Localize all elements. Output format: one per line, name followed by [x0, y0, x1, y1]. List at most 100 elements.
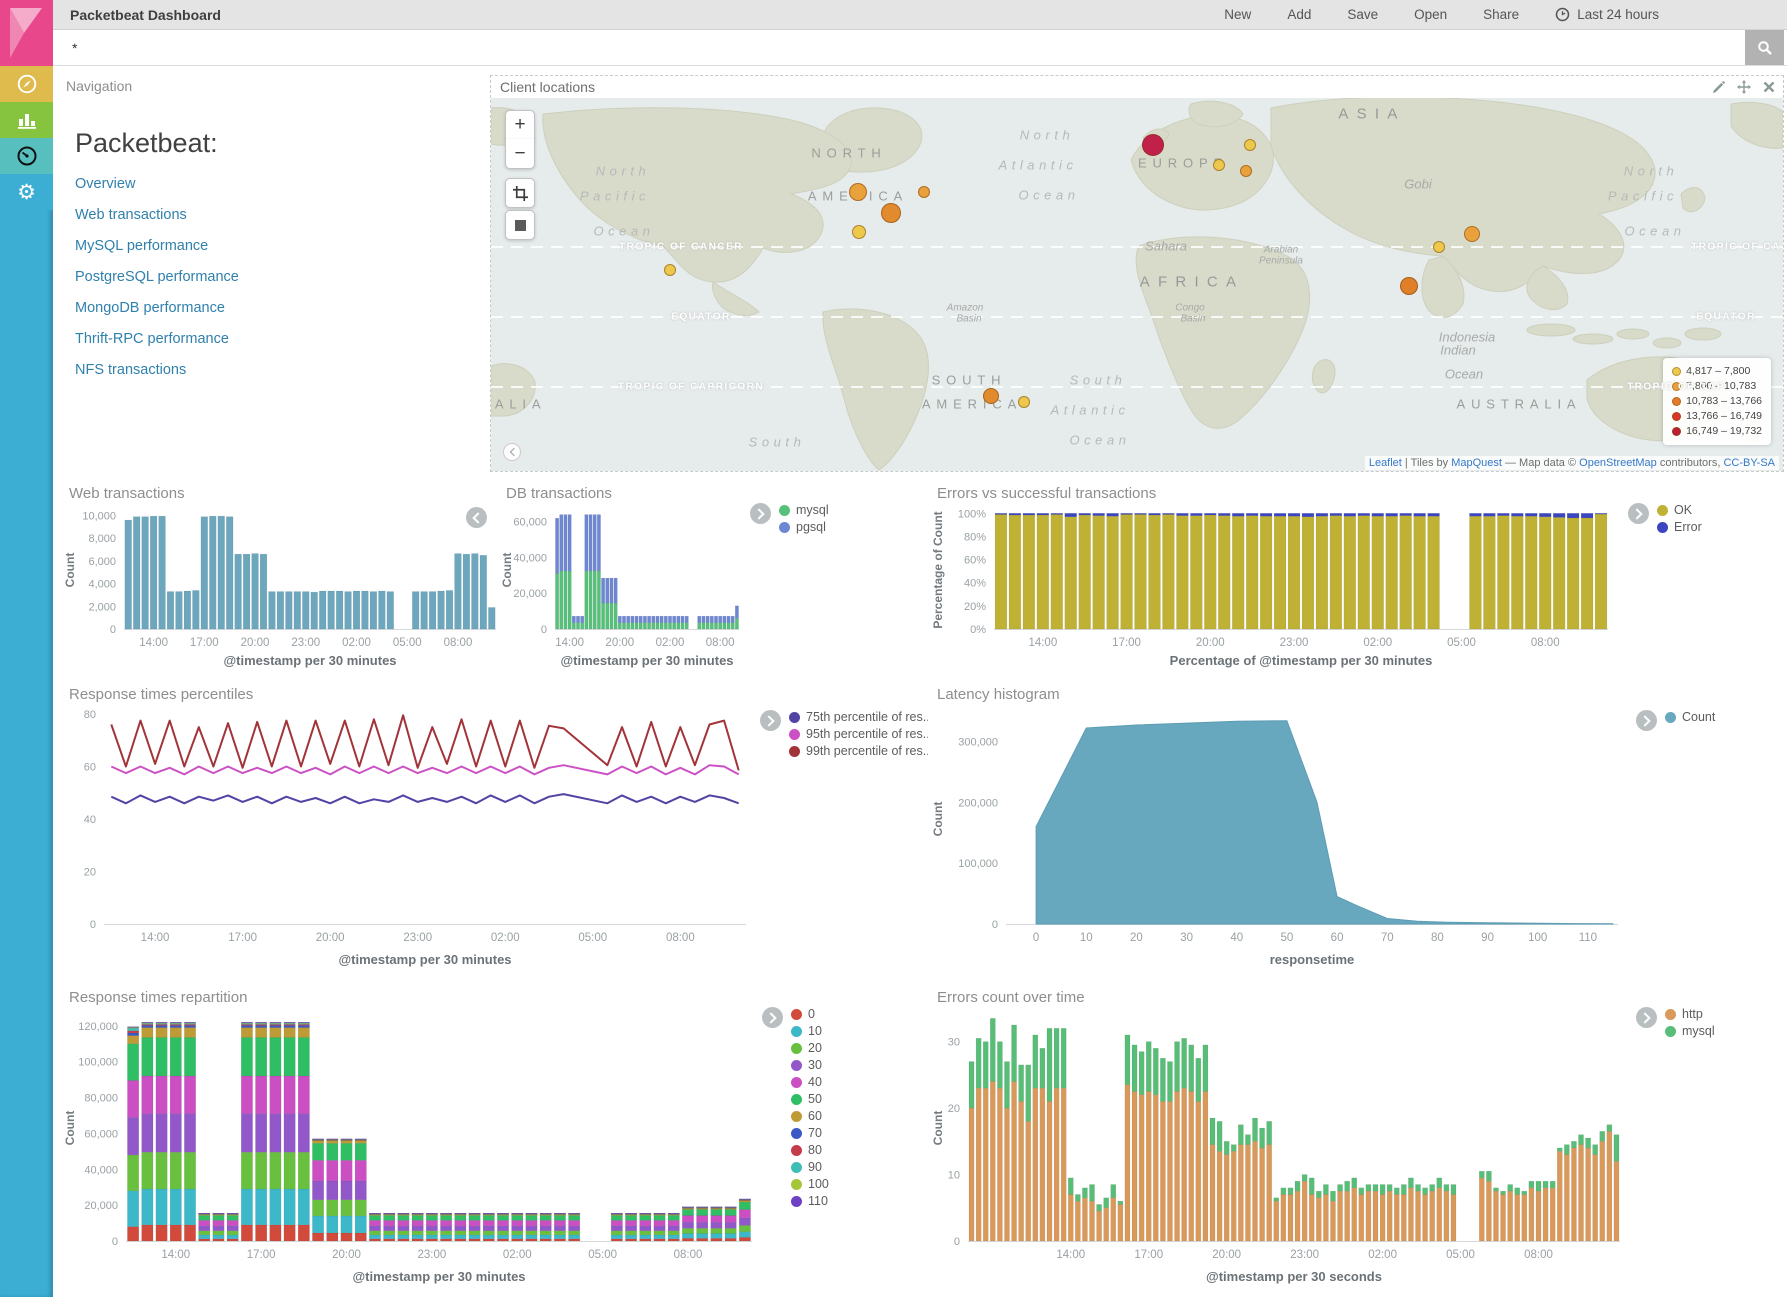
nav-link-mongodb-performance[interactable]: MongoDB performance	[75, 300, 225, 316]
errors-vs-successful-chart[interactable]: 0% 20% 40% 60% 80% 100% Percentage of Count Per…	[928, 505, 1620, 673]
legend-item[interactable]: mysql	[779, 503, 829, 517]
legend-item[interactable]: http	[1665, 1007, 1715, 1021]
sidebar-item-settings[interactable]: ⚙	[0, 174, 53, 210]
legend-toggle-expand-icon[interactable]	[750, 503, 771, 524]
add-button[interactable]: Add	[1287, 7, 1312, 22]
legend-item[interactable]: 99th percentile of res...	[789, 744, 933, 758]
panel-latency-histogram: Latency histogram 0 100,000 200,000 300,000…	[928, 682, 1768, 978]
legend-item[interactable]: Error	[1657, 520, 1702, 534]
db-transactions-chart[interactable]: 0 20,000 40,000 60,000 Count @timestamp per 3…	[497, 505, 747, 673]
legend-item[interactable]: 80	[791, 1143, 829, 1157]
attribution-link[interactable]: Leaflet	[1368, 457, 1402, 469]
close-icon[interactable]	[1763, 81, 1775, 93]
svg-text:23:00: 23:00	[1280, 637, 1309, 649]
nav-link-mysql-performance[interactable]: MySQL performance	[75, 238, 209, 254]
sidebar-item-visualize[interactable]	[0, 102, 53, 138]
map-marker[interactable]	[1433, 241, 1445, 253]
map-marker[interactable]	[1400, 277, 1418, 295]
map-marker[interactable]	[849, 183, 867, 201]
svg-text:100,000: 100,000	[958, 858, 998, 870]
share-button[interactable]: Share	[1483, 7, 1520, 22]
panel-errors-count-over-time: Errors count over time 0 10 20 30 Count @time…	[928, 985, 1768, 1293]
nav-link-thrift-rpc-performance[interactable]: Thrift-RPC performance	[75, 331, 229, 347]
svg-text:02:00: 02:00	[342, 637, 371, 649]
sidebar-item-dashboard[interactable]	[0, 138, 53, 174]
errors-count-over-time-chart[interactable]: 0 10 20 30 Count @timestamp per 30 seconds 14:…	[928, 1009, 1634, 1289]
sidebar-item-discover[interactable]	[0, 66, 53, 102]
map-marker[interactable]	[1213, 159, 1225, 171]
legend-item[interactable]: OK	[1657, 503, 1702, 517]
kibana-logo[interactable]	[0, 0, 53, 66]
map-marker[interactable]	[1018, 396, 1030, 408]
map-marker[interactable]	[983, 388, 999, 404]
legend-item[interactable]: 90	[791, 1160, 829, 1174]
legend-item[interactable]: 10	[791, 1024, 829, 1038]
legend-item[interactable]: 30	[791, 1058, 829, 1072]
panel-db-transactions: DB transactions 0 20,000 40,000 60,000 Count…	[497, 481, 832, 677]
legend-item[interactable]: 60	[791, 1109, 829, 1123]
open-button[interactable]: Open	[1414, 7, 1448, 22]
legend-item[interactable]: 20	[791, 1041, 829, 1055]
map-zoom-in-button[interactable]: +	[505, 110, 535, 140]
attribution-link[interactable]: CC-BY-SA	[1723, 457, 1775, 469]
svg-text:100: 100	[1528, 932, 1547, 944]
search-input[interactable]	[53, 30, 1745, 65]
legend-toggle-expand-icon[interactable]	[1636, 1007, 1657, 1028]
new-button[interactable]: New	[1224, 7, 1252, 22]
panel-title: Errors vs successful transactions	[937, 485, 1157, 502]
top-bar: Packetbeat Dashboard New Add Save Open S…	[53, 0, 1787, 30]
attribution-link[interactable]: MapQuest	[1451, 457, 1502, 469]
legend-item[interactable]: 50	[791, 1092, 829, 1106]
dashboard-title: Packetbeat Dashboard	[70, 6, 221, 23]
legend-item[interactable]: 70	[791, 1126, 829, 1140]
map-fit-bounds-button[interactable]	[505, 210, 535, 240]
map-crop-button[interactable]	[505, 178, 535, 208]
legend-item[interactable]: Count	[1665, 710, 1715, 724]
legend-item[interactable]: 0	[791, 1007, 829, 1021]
move-icon[interactable]	[1737, 80, 1751, 94]
map-recenter-button[interactable]	[503, 443, 521, 461]
svg-text:Count: Count	[63, 553, 77, 588]
legend-toggle-expand-icon[interactable]	[760, 710, 781, 731]
legend-toggle-expand-icon[interactable]	[762, 1007, 783, 1028]
nav-link-nfs-transactions[interactable]: NFS transactions	[75, 362, 187, 378]
map-marker[interactable]	[881, 203, 901, 223]
time-picker[interactable]: Last 24 hours	[1555, 7, 1659, 22]
edit-icon[interactable]	[1712, 80, 1725, 94]
map-zoom-out-button[interactable]: −	[505, 139, 535, 169]
response-times-repartition-chart[interactable]: 0 20,000 40,000 60,000 80,000 100,000 120,000 C…	[60, 1009, 766, 1289]
panel-title: Response times percentiles	[69, 686, 254, 703]
map-marker[interactable]	[918, 186, 930, 198]
map-marker[interactable]	[1244, 139, 1256, 151]
app-sidebar: ⚙	[0, 0, 53, 1297]
legend-toggle-expand-icon[interactable]	[1636, 710, 1657, 731]
svg-text:40,000: 40,000	[84, 1164, 118, 1176]
map-marker[interactable]	[852, 225, 866, 239]
search-button[interactable]	[1745, 30, 1784, 65]
nav-link-web-transactions[interactable]: Web transactions	[75, 207, 187, 223]
legend-item[interactable]: 40	[791, 1075, 829, 1089]
legend-item[interactable]: pgsql	[779, 520, 829, 534]
legend-item[interactable]: 95th percentile of res...	[789, 727, 933, 741]
world-map[interactable]: + − 4,817 – 7,800 7,800 – 10,783 10,783 – …	[491, 98, 1783, 471]
legend-item[interactable]: 110	[791, 1194, 829, 1208]
map-marker[interactable]	[1240, 165, 1252, 177]
legend-toggle-expand-icon[interactable]	[1628, 503, 1649, 524]
latency-histogram-chart[interactable]: 0 100,000 200,000 300,000 Count responsetime 0…	[928, 706, 1634, 972]
svg-text:60,000: 60,000	[84, 1128, 118, 1140]
nav-link-overview[interactable]: Overview	[75, 176, 136, 192]
map-marker[interactable]	[664, 264, 676, 276]
nav-link-postgresql-performance[interactable]: PostgreSQL performance	[75, 269, 239, 285]
legend-item[interactable]: 100	[791, 1177, 829, 1191]
map-marker[interactable]	[1464, 226, 1480, 242]
attribution-link[interactable]: OpenStreetMap	[1579, 457, 1657, 469]
web-transactions-chart[interactable]: 0 2,000 4,000 6,000 8,000 10,000 Count @timesta…	[60, 505, 506, 673]
map-marker[interactable]	[1142, 134, 1164, 156]
save-button[interactable]: Save	[1347, 7, 1379, 22]
legend-item[interactable]: 75th percentile of res...	[789, 710, 933, 724]
legend-toggle-collapse-icon[interactable]	[466, 507, 487, 528]
svg-text:Count: Count	[931, 1111, 945, 1146]
response-times-percentiles-chart[interactable]: 0 20 40 60 80 @timestamp per 30 minutes 14:00 1…	[60, 706, 760, 972]
legend-item[interactable]: mysql	[1665, 1024, 1715, 1038]
map-legend-item: 16,749 – 19,732	[1672, 424, 1762, 439]
